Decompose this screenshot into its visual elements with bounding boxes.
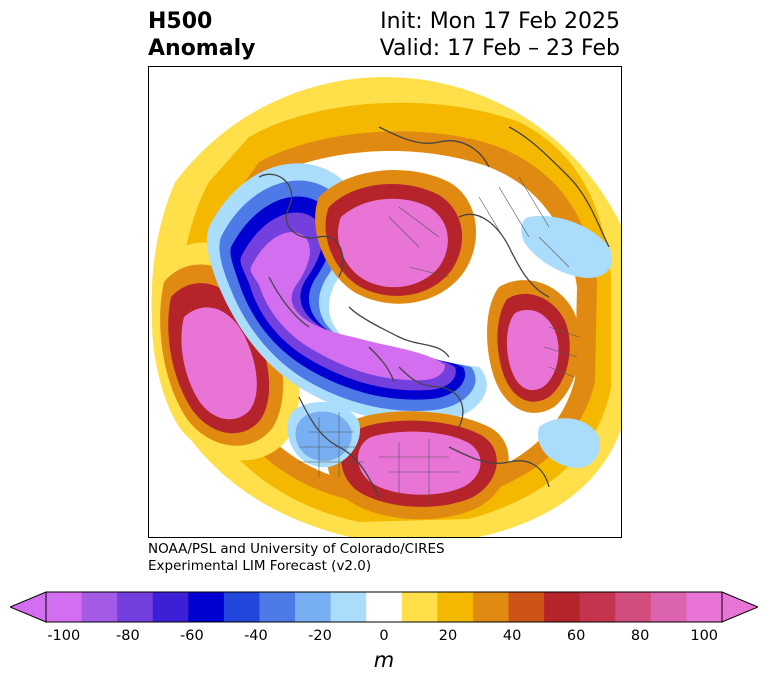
credit-text: NOAA/PSL and University of Colorado/CIRE… (148, 541, 445, 575)
colorbar-tick-label: -40 (244, 628, 268, 644)
colorbar-tick-label: -60 (180, 628, 204, 644)
colorbar-tick-label: 40 (502, 628, 522, 644)
coastlines (258, 126, 610, 498)
ridge-west-core (181, 307, 257, 420)
colorbar-over-arrow (721, 591, 758, 623)
title-right: Init: Mon 17 Feb 2025 Valid: 17 Feb – 23… (380, 8, 620, 62)
title-valid-range: Valid: 17 Feb – 23 Feb (379, 36, 620, 61)
map-frame (148, 66, 622, 538)
colorbar-unit-label: m (373, 648, 395, 672)
title-field-type: Anomaly (148, 36, 256, 61)
colorbar-segment (686, 592, 723, 622)
colorbar-segment (330, 592, 367, 622)
colorbar-tick-label: -20 (308, 628, 332, 644)
colorbar-segment (152, 592, 189, 622)
ridge-south-core (357, 431, 481, 495)
credit-line-2: Experimental LIM Forecast (v2.0) (148, 558, 372, 574)
colorbar-tick-label: -100 (47, 628, 81, 644)
colorbar-outline (45, 591, 723, 623)
colorbar-tick-label: 100 (690, 628, 719, 644)
colorbar-segment (366, 592, 403, 622)
title-left: H500 Anomaly (148, 8, 255, 62)
colorbar-tick-label: 0 (379, 628, 389, 644)
colorbar-segment (188, 592, 225, 622)
colorbar-tick-label: 80 (630, 628, 650, 644)
colorbar-segment (295, 592, 332, 622)
colorbar-tick-label: 20 (438, 628, 458, 644)
country-borders (299, 176, 580, 502)
colorbar-segment (117, 592, 154, 622)
colorbar-segment (437, 592, 474, 622)
colorbar-segment (46, 592, 83, 622)
colorbar-segment (472, 592, 510, 622)
colorbar-tick-label: -80 (115, 628, 140, 644)
ridge-east-core (506, 309, 559, 391)
colorbar-segment (259, 592, 296, 622)
colorbar-tick-labels: -100 -80 -60 -40 -20 0 20 40 60 80 100 (0, 628, 768, 648)
colorbar (10, 591, 758, 623)
trough-west-core (250, 232, 445, 381)
colorbar-tick-label: 60 (566, 628, 586, 644)
colorbar-segment (650, 592, 687, 622)
colorbar-segment (81, 592, 118, 622)
colorbar-segment (223, 592, 260, 622)
credit-line-1: NOAA/PSL and University of Colorado/CIRE… (148, 541, 445, 557)
anomaly-map (149, 77, 621, 537)
trough-east-light (521, 216, 613, 278)
trough-southeast-light (538, 418, 600, 468)
colorbar-segment (401, 592, 438, 622)
colorbar-segment (579, 592, 616, 622)
colorbar-segment (544, 592, 581, 622)
ridge-north-core (337, 198, 448, 288)
title-variable: H500 (148, 9, 213, 34)
colorbar-under-arrow (10, 591, 47, 623)
title-init-date: Init: Mon 17 Feb 2025 (380, 9, 620, 34)
colorbar-segment (508, 592, 545, 622)
colorbar-segment (615, 592, 652, 622)
colorbar-segments (46, 592, 723, 622)
